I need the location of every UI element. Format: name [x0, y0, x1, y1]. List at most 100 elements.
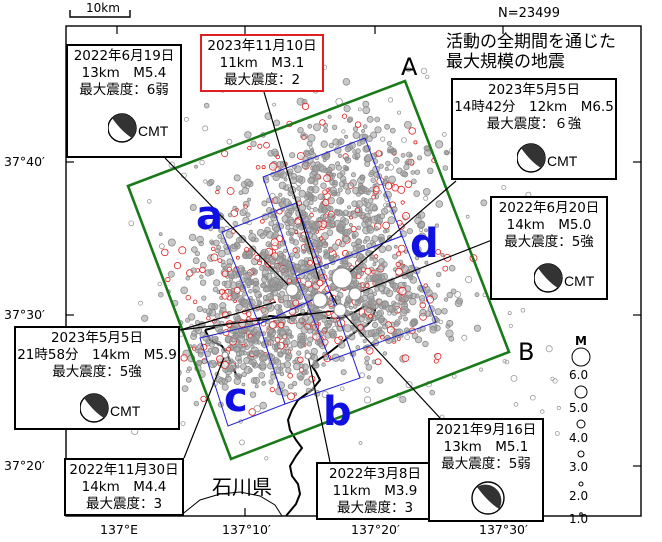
event-box-2022-11-30: 2022年11月30日 14km M4.4 最大震度：3 [64, 458, 184, 516]
hypocenter [185, 275, 191, 281]
hypocenter [393, 320, 400, 327]
hypocenter [367, 198, 374, 204]
hypocenter [301, 131, 306, 137]
hypocenter [339, 198, 345, 204]
hypocenter [238, 190, 244, 196]
recent-hypocenter [226, 187, 235, 195]
hypocenter [418, 232, 427, 241]
hypocenter [264, 285, 271, 292]
hypocenter [399, 395, 407, 404]
hypocenter [312, 123, 321, 132]
hypocenter [196, 305, 203, 313]
hypocenter [264, 456, 269, 461]
recent-hypocenter [396, 251, 402, 257]
hypocenter [389, 127, 396, 134]
hypocenter [352, 126, 359, 132]
recent-hypocenter [254, 254, 261, 261]
hypocenter [369, 256, 374, 261]
recent-hypocenter [368, 313, 373, 319]
hypocenter [247, 253, 253, 258]
hypocenter [275, 342, 281, 347]
hypocenter [354, 152, 361, 159]
hypocenter [336, 291, 344, 299]
recent-hypocenter [338, 335, 343, 341]
hypocenter [197, 351, 204, 358]
hypocenter [277, 307, 283, 313]
recent-hypocenter [226, 266, 232, 272]
hypocenter [391, 332, 396, 337]
hypocenter [283, 300, 292, 309]
hypocenter [241, 382, 246, 387]
hypocenter [435, 200, 444, 208]
beachball-icon: CMT [107, 113, 169, 143]
event-m31-circle [316, 279, 324, 287]
event-intensity: 最大震度：3 [336, 500, 414, 516]
recent-hypocenter [354, 207, 361, 213]
hypocenter [358, 315, 365, 323]
recent-hypocenter [400, 200, 405, 205]
hypocenter [276, 284, 282, 290]
hypocenter [242, 351, 248, 356]
hypocenter [243, 338, 248, 344]
hypocenter [361, 303, 368, 310]
hypocenter [429, 325, 438, 334]
hypocenter [138, 300, 143, 306]
hypocenter [357, 107, 362, 112]
recent-hypocenter [408, 127, 416, 135]
hypocenter [427, 167, 434, 174]
hypocenter [303, 378, 311, 386]
hypocenter [295, 293, 301, 300]
hypocenter [335, 164, 342, 171]
recent-hypocenter [261, 165, 266, 170]
hypocenter [410, 170, 416, 175]
hypocenter [387, 216, 396, 225]
hypocenter [301, 161, 309, 169]
hypocenter [258, 371, 266, 379]
hypocenter [300, 308, 306, 314]
hypocenter [324, 152, 330, 159]
lon-label-2: 137°10′ [222, 522, 271, 537]
recent-hypocenter [246, 316, 251, 321]
hypocenter [250, 335, 258, 343]
lat-label-3: 37°20′ [4, 458, 45, 473]
hypocenter [373, 214, 381, 222]
hypocenter [391, 338, 396, 343]
major-events [221, 267, 362, 360]
hypocenter [320, 182, 327, 189]
hypocenter [377, 326, 383, 332]
recent-hypocenter [297, 356, 304, 363]
hypocenter [249, 391, 257, 398]
legend-title: 活動の全期間を通じた 最大規模の地震 [446, 32, 616, 72]
subregion-grid [199, 137, 437, 427]
hypocenter [268, 379, 274, 385]
hypocenter [285, 367, 292, 374]
hypocenter [270, 336, 276, 342]
hypocenter [158, 291, 164, 298]
recent-hypocenter [199, 266, 206, 274]
lon-label-4: 137°30′ [479, 522, 528, 537]
hypocenter [331, 325, 339, 333]
hypocenter [259, 232, 266, 239]
hypocenter [413, 245, 422, 254]
hypocenter [378, 317, 384, 324]
recent-hypocenter [386, 325, 395, 334]
hypocenter [244, 183, 251, 190]
recent-hypocenter [322, 189, 328, 195]
hypocenter [328, 277, 333, 282]
hypocenter [399, 308, 408, 317]
hypocenter [461, 334, 468, 341]
hypocenter [201, 358, 208, 364]
hypocenter [224, 335, 233, 343]
hypocenter [411, 332, 419, 340]
hypocenter [301, 363, 309, 371]
recent-hypocenter [260, 219, 265, 224]
magnitude-legend-50: 5.0 [569, 401, 589, 415]
hypocenter [364, 355, 370, 362]
hypocenter [329, 333, 336, 339]
hypocenter [377, 236, 382, 241]
hypocenter [242, 253, 248, 259]
hypocenter [422, 188, 431, 196]
hypocenter [199, 159, 205, 166]
hypocenter [423, 145, 430, 152]
cmt-mechanism: CMT [107, 110, 180, 155]
